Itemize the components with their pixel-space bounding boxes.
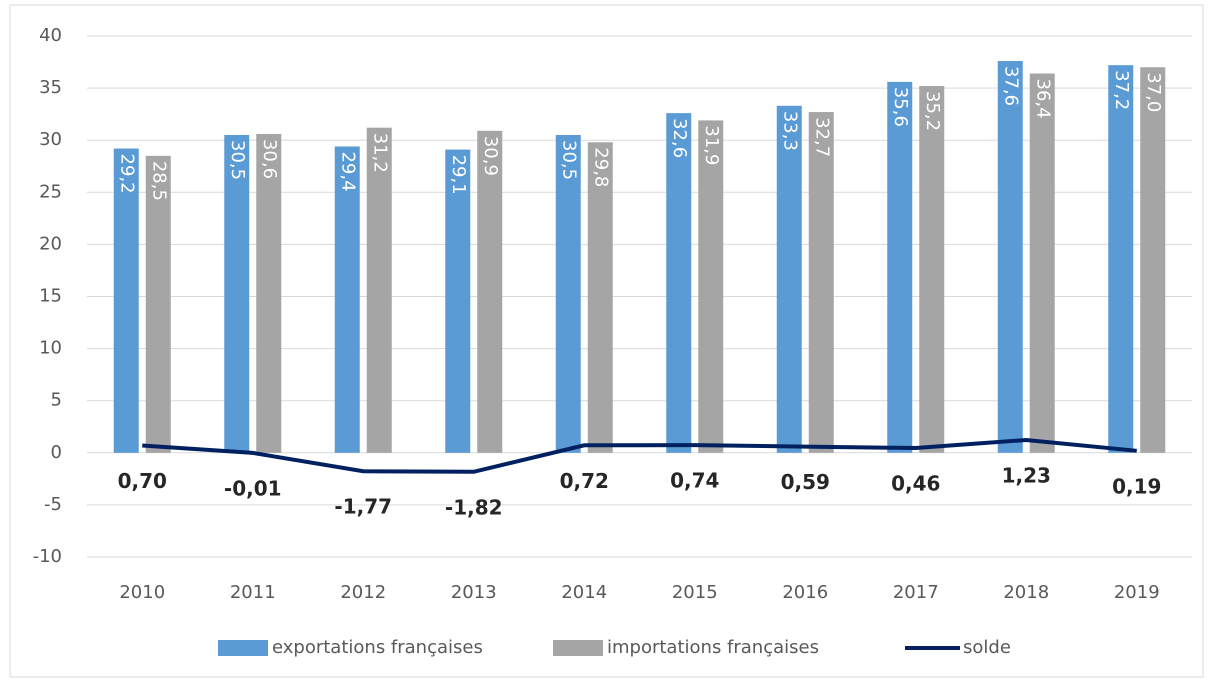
- y-tick-label: 0: [51, 442, 62, 463]
- bar: [477, 130, 503, 453]
- bar: [919, 86, 945, 453]
- bar-value-label: 29,2: [116, 154, 137, 194]
- bar: [256, 133, 282, 453]
- legend-label: solde: [963, 637, 1011, 658]
- bar-value-label: 35,6: [890, 87, 911, 127]
- line: [142, 437, 1137, 474]
- y-tick-label: 35: [39, 77, 62, 98]
- bar: [224, 134, 250, 453]
- x-tick-label: 2011: [230, 582, 276, 603]
- bar-value-label: 37,0: [1143, 72, 1164, 112]
- bar-value-label: 30,6: [259, 139, 280, 179]
- x-tick-label: 2013: [451, 582, 497, 603]
- bar: [334, 146, 360, 453]
- legend-swatch: [553, 640, 603, 656]
- bar-value-label: 31,2: [369, 133, 390, 173]
- bar: [997, 61, 1023, 453]
- bar-value-label: 33,3: [779, 111, 800, 151]
- bar: [808, 112, 834, 453]
- y-tick-label: 25: [39, 181, 62, 202]
- x-tick-label: 2017: [893, 582, 939, 603]
- bar: [698, 120, 724, 453]
- bar-value-label: 31,9: [701, 125, 722, 165]
- bar: [1140, 67, 1166, 453]
- bar: [145, 155, 171, 453]
- y-tick-label: -5: [44, 494, 62, 515]
- x-tick-label: 2014: [561, 582, 607, 603]
- bar: [776, 105, 802, 453]
- y-tick-label: 30: [39, 129, 62, 150]
- bar-value-label: 37,2: [1111, 70, 1132, 110]
- line-value-label: 0,74: [670, 469, 719, 493]
- line-value-label: 0,46: [891, 472, 940, 496]
- line-value-label: -1,77: [334, 495, 392, 519]
- bar: [1029, 73, 1055, 453]
- bar: [366, 127, 392, 453]
- bar-value-label: 29,8: [590, 147, 611, 187]
- legend-label: exportations françaises: [272, 637, 483, 658]
- x-tick-label: 2015: [672, 582, 718, 603]
- y-tick-label: 40: [39, 25, 62, 46]
- bar-value-label: 35,2: [922, 91, 943, 131]
- bar-value-label: 36,4: [1032, 79, 1053, 119]
- y-tick-label: 15: [39, 286, 62, 307]
- legend-swatch: [218, 640, 268, 656]
- line-value-label: 0,72: [560, 469, 609, 493]
- line-value-label: -0,01: [224, 476, 282, 500]
- x-tick-label: 2012: [340, 582, 386, 603]
- bar: [113, 148, 139, 453]
- bar-value-label: 30,9: [480, 136, 501, 176]
- bar-value-label: 28,5: [148, 161, 169, 201]
- bar: [555, 134, 581, 453]
- bar-value-label: 29,4: [337, 151, 358, 191]
- bar-value-label: 32,6: [669, 118, 690, 158]
- bar: [587, 142, 613, 453]
- bar: [445, 149, 471, 453]
- bar: [887, 81, 913, 453]
- x-tick-label: 2019: [1114, 582, 1160, 603]
- x-tick-label: 2010: [119, 582, 165, 603]
- bar-value-label: 29,1: [448, 155, 469, 195]
- y-tick-label: -10: [33, 546, 62, 567]
- line-value-label: -1,82: [445, 495, 503, 519]
- bar-value-label: 30,5: [227, 140, 248, 180]
- chart-border: [9, 4, 1204, 678]
- bar: [1108, 65, 1134, 453]
- bar: [666, 113, 692, 453]
- y-tick-label: 20: [39, 233, 62, 254]
- x-tick-label: 2016: [782, 582, 828, 603]
- line-value-label: 0,59: [781, 470, 830, 494]
- bar-value-label: 37,6: [1000, 66, 1021, 106]
- legend-label: importations françaises: [607, 637, 819, 658]
- line-value-label: 0,19: [1112, 474, 1161, 498]
- bar-value-label: 32,7: [811, 117, 832, 157]
- line-value-label: 1,23: [1002, 463, 1051, 487]
- x-tick-label: 2018: [1003, 582, 1049, 603]
- bar-value-label: 30,5: [558, 140, 579, 180]
- y-tick-label: 5: [51, 390, 62, 411]
- line-value-label: 0,70: [118, 469, 167, 493]
- y-tick-label: 10: [39, 338, 62, 359]
